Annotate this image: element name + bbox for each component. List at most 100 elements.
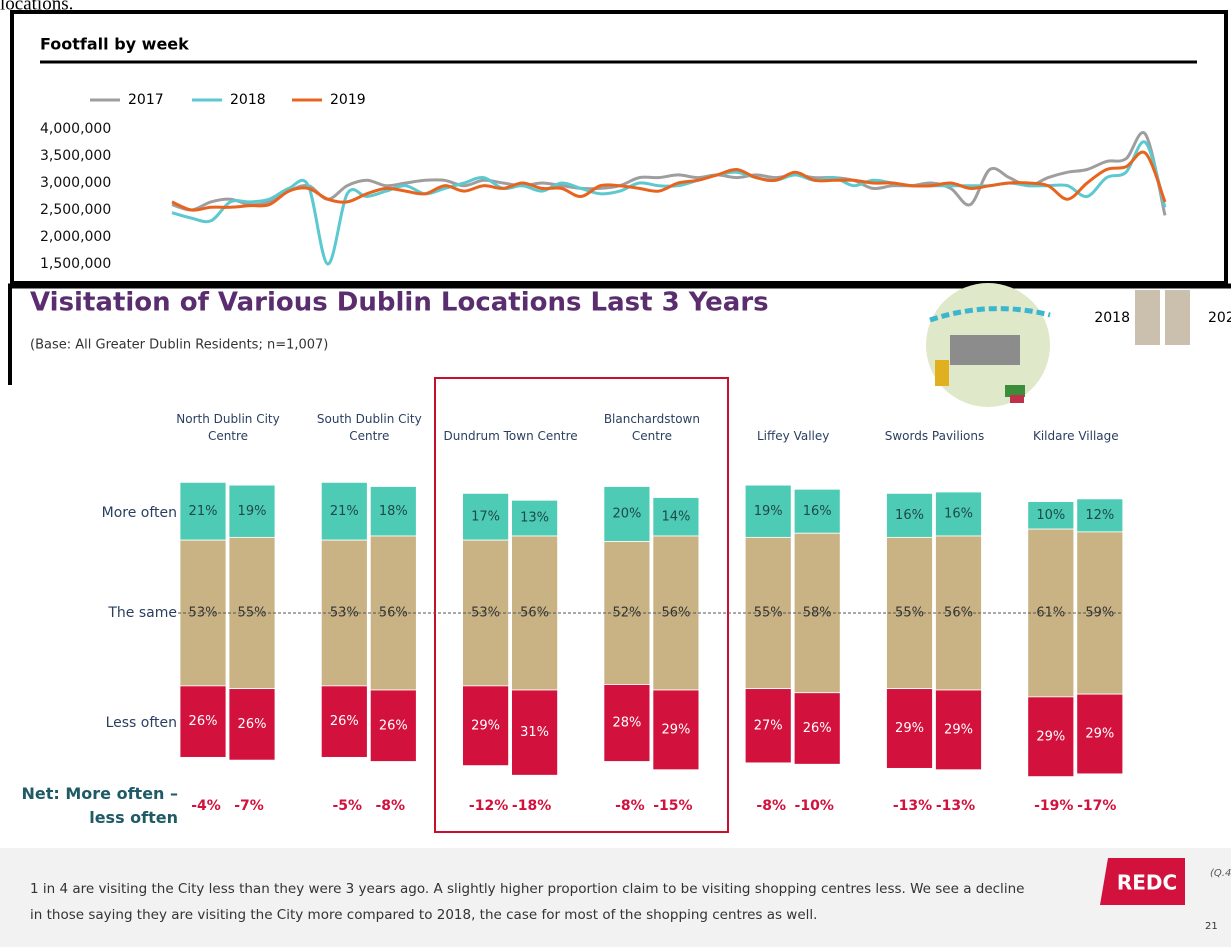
category-label: Liffey Valley [757, 429, 830, 443]
bar-segment [1076, 498, 1124, 533]
chart-title: Footfall by week [40, 35, 189, 54]
row-label: The same [107, 605, 177, 621]
note: (Q.4) [1210, 868, 1231, 879]
value-label: 16% [944, 507, 973, 522]
value-label: 52% [612, 606, 641, 621]
value-label: 27% [754, 718, 783, 733]
legend-swatch [1165, 290, 1190, 345]
bar-segment [369, 689, 417, 762]
bar-segment [603, 684, 651, 762]
row-label: More often [102, 505, 177, 521]
bar-segment [228, 536, 276, 690]
net-value: -7% [234, 798, 264, 814]
footer-text: 1 in 4 are visiting the City less than t… [30, 881, 1025, 923]
value-label: 58% [803, 606, 832, 621]
value-label: 29% [1085, 727, 1114, 742]
value-label: 20% [612, 507, 641, 522]
bar-segment [462, 685, 510, 767]
bar-segment [744, 688, 792, 764]
bar-segment [228, 688, 276, 761]
bar-segment [886, 492, 933, 538]
value-label: 29% [895, 721, 924, 736]
value-label: 21% [330, 504, 359, 519]
logo: REDC [1117, 871, 1177, 895]
legend-swatch [1135, 290, 1160, 345]
subtitle: (Base: All Greater Dublin Residents; n=1… [30, 338, 328, 353]
series-line [171, 140, 1167, 266]
bar-segment [793, 532, 841, 694]
legend-label: 2018 [1094, 310, 1130, 326]
category-label: Blanchardstown Centre [603, 412, 700, 443]
chart-title: Visitation of Various Dublin Locations L… [30, 288, 769, 318]
y-tick-label: 3,500,000 [40, 148, 111, 164]
value-label: 29% [1036, 729, 1065, 744]
row-label: Less often [106, 715, 177, 731]
y-tick-label: 3,000,000 [40, 175, 111, 191]
bar-segment [744, 484, 792, 538]
net-value: -5% [333, 798, 363, 814]
value-label: 28% [612, 716, 641, 731]
bar-segment [511, 689, 559, 776]
net-value: -10% [795, 798, 834, 814]
bar-segment [320, 685, 368, 758]
value-label: 19% [754, 504, 783, 519]
footer-band [0, 848, 1231, 947]
value-label: 31% [520, 725, 549, 740]
bar-segment [462, 492, 510, 541]
bar-segment [179, 685, 227, 758]
bar-segment [1027, 696, 1075, 778]
value-label: 29% [661, 722, 690, 737]
legend-label: 2018 [230, 92, 266, 108]
page-number: 21 [1205, 921, 1218, 932]
series-line [171, 131, 1167, 216]
logo-shape [1100, 858, 1185, 905]
category-label: South Dublin City Centre [316, 412, 422, 443]
bar-segment [886, 688, 933, 769]
map-illustration [926, 283, 1051, 407]
net-label: Net: More often – less often [21, 784, 179, 827]
bar-segment [603, 486, 651, 542]
bar-segment [1027, 501, 1075, 530]
bar-segment [652, 689, 700, 771]
category-label: North Dublin City Centre [176, 412, 280, 443]
top-frame [10, 10, 1228, 285]
bar-segment [228, 484, 276, 538]
value-label: 26% [379, 718, 408, 733]
legend-label: 2020 [1208, 310, 1231, 326]
value-label: 16% [803, 504, 832, 519]
value-label: 29% [471, 718, 500, 733]
net-value: -8% [376, 798, 406, 814]
value-label: 26% [330, 714, 359, 729]
bar-segment [1076, 693, 1124, 775]
bar-segment [652, 497, 700, 537]
series-line [171, 150, 1167, 212]
bar-segment [320, 481, 368, 541]
value-label: 14% [661, 509, 690, 524]
category-label: Dundrum Town Centre [443, 429, 578, 443]
value-label: 55% [238, 606, 267, 621]
value-label: 16% [895, 508, 924, 523]
net-value: -4% [191, 798, 221, 814]
net-value: -13% [936, 798, 975, 814]
bar-segment [793, 488, 841, 534]
y-tick-label: 4,000,000 [40, 121, 111, 137]
value-label: 12% [1085, 508, 1114, 523]
category-label: Kildare Village [1032, 429, 1119, 443]
legend-label: 2017 [128, 92, 164, 108]
bar-segment [511, 499, 559, 537]
value-label: 17% [471, 509, 500, 524]
value-label: 10% [1036, 508, 1065, 523]
bar-segment [179, 481, 227, 541]
legend-label: 2019 [330, 92, 366, 108]
value-label: 26% [189, 714, 218, 729]
bar-segment [935, 491, 982, 537]
value-label: 21% [189, 504, 218, 519]
highlight-box [434, 377, 729, 833]
value-label: 26% [238, 717, 267, 732]
bar-segment [935, 689, 982, 771]
net-value: -8% [756, 798, 786, 814]
bar-segment [369, 486, 417, 537]
net-value: -12% [469, 798, 508, 814]
